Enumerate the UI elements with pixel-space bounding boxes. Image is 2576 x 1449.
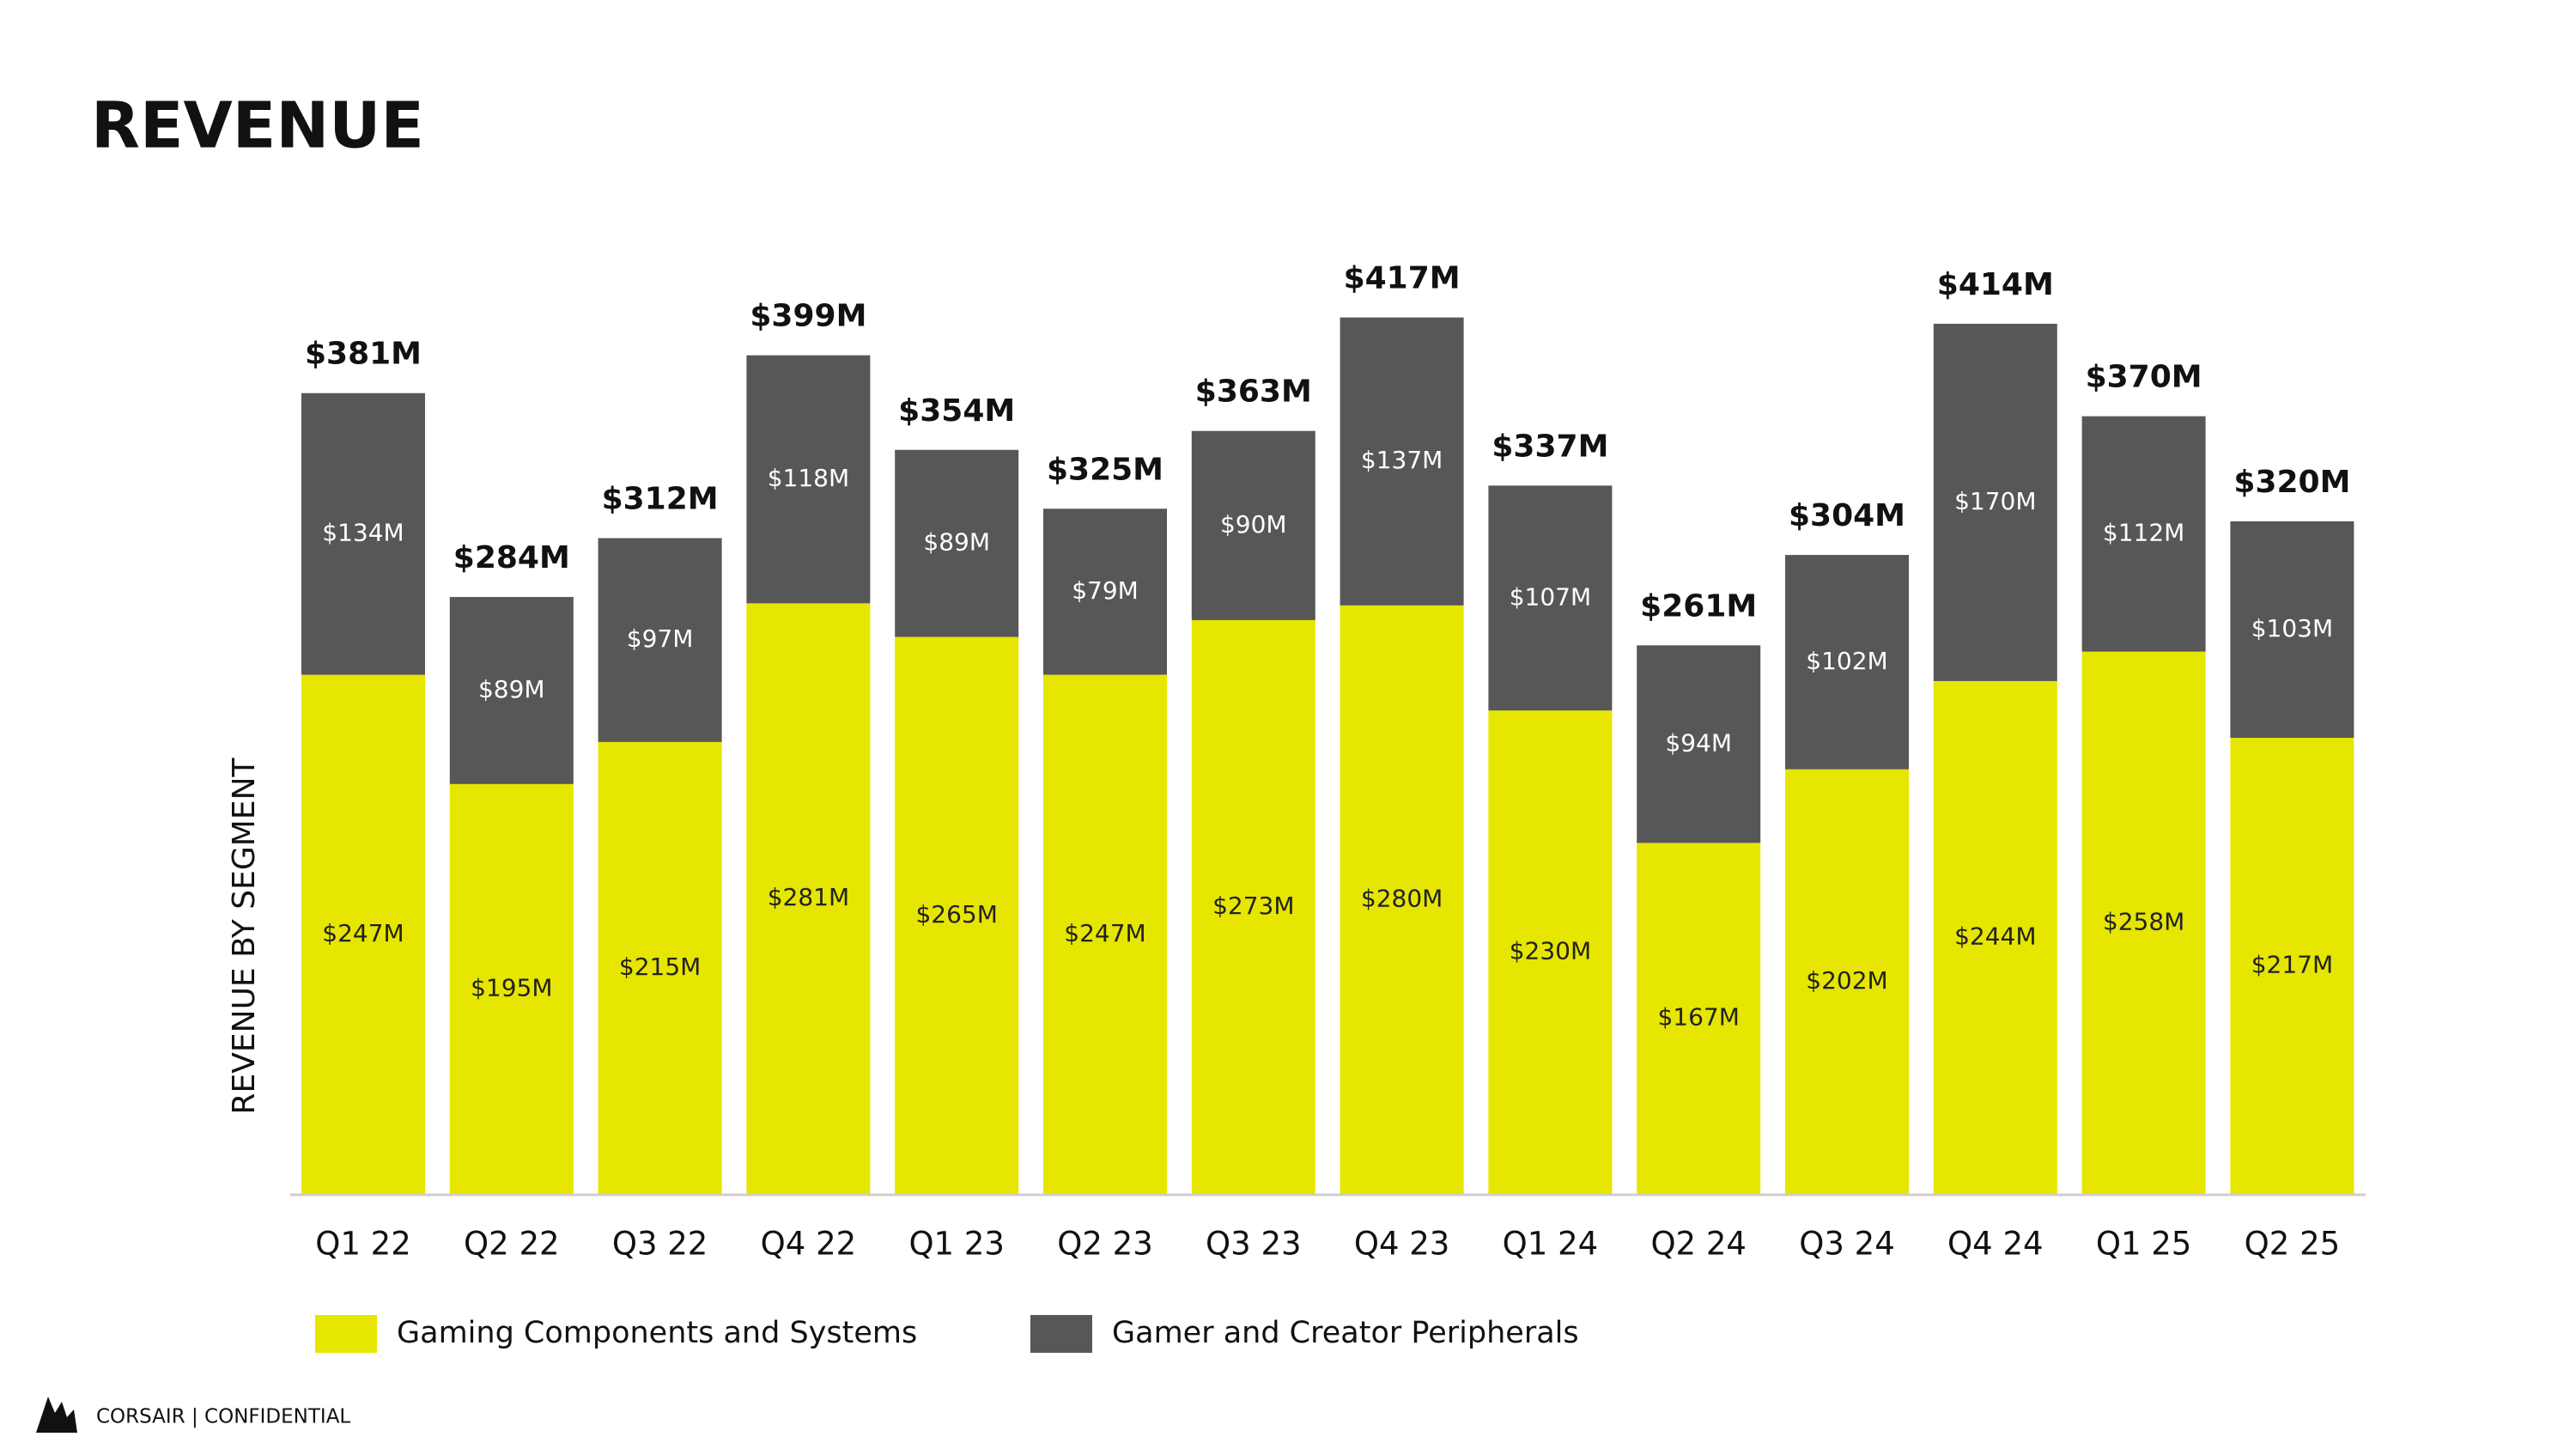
data-label: $217M (2251, 951, 2333, 979)
data-label: $281M (768, 883, 849, 911)
total-label: $399M (750, 299, 866, 334)
x-tick-label: Q3 22 (612, 1226, 708, 1263)
total-label: $284M (453, 540, 570, 575)
total-label: $325M (1047, 452, 1163, 487)
total-label: $261M (1640, 588, 1757, 624)
logo (36, 1397, 77, 1433)
bar-segment (301, 393, 425, 675)
footer: CORSAIR | CONFIDENTIAL (96, 1406, 350, 1428)
bar-segment (1785, 769, 1909, 1194)
total-label: $337M (1492, 429, 1608, 464)
total-label: $417M (1344, 261, 1461, 296)
bar-segment (2081, 651, 2206, 1194)
data-label: $247M (1064, 919, 1145, 947)
data-label: $97M (627, 624, 694, 653)
bar-segment (1637, 843, 1761, 1194)
bar-segment (746, 355, 871, 604)
data-label: $79M (1072, 576, 1139, 605)
total-label: $320M (2233, 465, 2350, 500)
y-axis-label: REVENUE BY SEGMENT (227, 757, 262, 1114)
bar-segment (1340, 605, 1464, 1194)
data-label: $167M (1657, 1003, 1739, 1032)
data-label: $215M (619, 953, 701, 981)
bar-segment (2230, 738, 2354, 1194)
data-label: $107M (1510, 582, 1591, 611)
data-label: $247M (322, 919, 404, 947)
data-label: $258M (2103, 907, 2184, 935)
data-label: $89M (478, 675, 545, 703)
bar-segment (895, 449, 1019, 637)
x-tick-label: Q1 22 (315, 1226, 411, 1263)
data-label: $90M (1220, 510, 1287, 539)
data-label: $280M (1361, 884, 1443, 912)
bar-segment (1488, 485, 1613, 711)
x-tick-label: Q2 22 (464, 1226, 560, 1263)
bar-segment (1043, 674, 1167, 1194)
data-label: $265M (915, 900, 997, 928)
bar-segment (598, 538, 722, 742)
bar-segment (1191, 430, 1315, 620)
chart-title: REVENUE (91, 89, 424, 163)
x-tick-label: Q4 22 (761, 1226, 857, 1263)
data-label: $195M (471, 973, 552, 1002)
total-label: $354M (898, 393, 1015, 429)
legend-swatch (315, 1315, 377, 1353)
bar-segment (301, 674, 425, 1194)
bar-segment (2230, 521, 2354, 739)
x-tick-label: Q4 24 (1947, 1226, 2044, 1263)
data-label: $118M (768, 464, 849, 492)
bar-segment (1488, 710, 1613, 1194)
data-label: $89M (923, 528, 990, 557)
total-label: $370M (2086, 360, 2202, 395)
bar-segment (1340, 317, 1464, 606)
bar-segment (2081, 416, 2206, 652)
x-tick-label: Q2 23 (1057, 1226, 1153, 1263)
legend-label: Gaming Components and Systems (397, 1316, 917, 1350)
bar-segment (1933, 680, 2057, 1194)
x-tick-label: Q1 23 (908, 1226, 1005, 1263)
data-label: $273M (1212, 892, 1294, 920)
total-label: $363M (1195, 374, 1312, 410)
total-label: $312M (602, 482, 719, 517)
data-label: $137M (1361, 446, 1443, 474)
bar-segment (746, 603, 871, 1194)
bar-segment (1637, 645, 1761, 843)
data-label: $112M (2103, 519, 2184, 547)
total-label: $381M (305, 337, 422, 372)
x-tick-label: Q2 25 (2245, 1226, 2341, 1263)
legend-label: Gamer and Creator Peripherals (1112, 1316, 1579, 1350)
legend-swatch (1030, 1315, 1092, 1353)
bar-segment (1933, 323, 2057, 681)
bar-segment (449, 597, 574, 784)
data-label: $230M (1510, 937, 1591, 965)
bar-segment (449, 783, 574, 1194)
data-label: $102M (1806, 647, 1887, 675)
bar-segment (1191, 619, 1315, 1194)
x-tick-label: Q1 24 (1503, 1226, 1599, 1263)
bar-segment (1785, 555, 1909, 770)
x-tick-label: Q3 23 (1206, 1226, 1302, 1263)
bar-segment (598, 741, 722, 1194)
data-label: $94M (1665, 728, 1732, 757)
x-tick-label: Q1 25 (2096, 1226, 2192, 1263)
bar-segment (895, 636, 1019, 1194)
data-label: $170M (1954, 487, 2036, 515)
bar-segment (1043, 508, 1167, 675)
total-label: $304M (1789, 498, 1905, 533)
data-label: $244M (1954, 922, 2036, 950)
x-tick-label: Q4 23 (1354, 1226, 1450, 1263)
x-tick-label: Q2 24 (1650, 1226, 1747, 1263)
total-label: $414M (1937, 267, 2054, 302)
data-label: $134M (322, 519, 404, 547)
data-label: $103M (2251, 614, 2333, 642)
data-label: $202M (1806, 966, 1887, 995)
x-tick-label: Q3 24 (1799, 1226, 1895, 1263)
